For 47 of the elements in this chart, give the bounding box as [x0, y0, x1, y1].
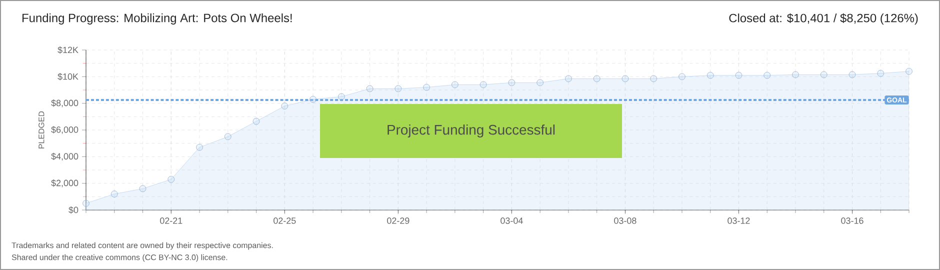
point [452, 81, 458, 88]
y-tick-label: $4,000 [51, 152, 78, 161]
point [480, 81, 487, 88]
point [820, 71, 828, 78]
point [423, 84, 430, 91]
chart-title: Funding Progress: Mobilizing Art: Pots On Wheels! [22, 13, 292, 25]
point [196, 144, 203, 151]
x-tick-label: 02-29 [387, 218, 410, 224]
point [224, 133, 232, 140]
point [139, 185, 146, 192]
point [848, 71, 856, 78]
y-tick-label: $6,000 [51, 126, 78, 134]
point [906, 68, 912, 75]
point [310, 96, 316, 103]
point [877, 70, 884, 77]
point [565, 75, 572, 82]
annotation: Project Funding Successful [388, 124, 555, 138]
point [338, 93, 345, 100]
point [593, 75, 600, 82]
x-tick-label: 03-04 [500, 218, 523, 224]
point [508, 79, 516, 86]
x-tick-label: 03-16 [841, 218, 864, 224]
y-tick-label: $10K [58, 73, 78, 80]
point [622, 75, 629, 82]
point [678, 73, 686, 80]
text: Closed at: $10,401 / $8,250 (126%) [729, 13, 918, 25]
point [252, 118, 260, 125]
point [792, 71, 799, 78]
x-tick-label: 02-25 [274, 218, 296, 224]
point [168, 176, 175, 183]
point [735, 72, 742, 79]
y-tick-label: $0 [68, 206, 78, 214]
point [82, 200, 90, 207]
point [764, 72, 771, 79]
point [110, 190, 118, 198]
y-tick-label: $2,000 [51, 179, 78, 188]
x-tick-label: 02-21 [160, 218, 182, 224]
point [366, 85, 374, 92]
point [706, 72, 714, 79]
x-tick-label: 03-12 [728, 218, 750, 224]
point [536, 79, 544, 86]
point [394, 85, 402, 92]
point [281, 102, 288, 110]
y-tick-label: $8,000 [51, 99, 78, 108]
y-tick-label: $12K [58, 46, 78, 54]
point [650, 75, 657, 82]
x-tick-label: 03-08 [614, 218, 636, 224]
